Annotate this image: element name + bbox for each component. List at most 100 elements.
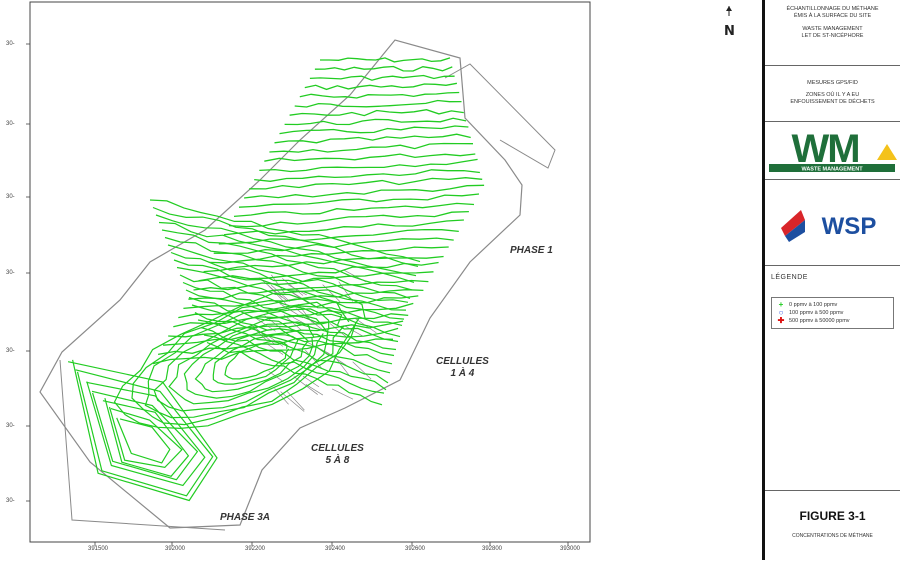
map-panel: 30- 30- 30- 30- 30- 30- 30- 391500 39200…: [6, 1, 591, 552]
contour-line: [185, 289, 397, 351]
contour-line: [173, 259, 405, 320]
contour-line: [203, 334, 385, 394]
contour-line: [259, 158, 478, 173]
figure-number: FIGURE 3-1: [799, 509, 866, 523]
contour-line: [176, 266, 403, 326]
y-tick-marks: [26, 43, 30, 502]
contour-line: [294, 99, 462, 108]
survey-track: [264, 315, 284, 331]
phase-3a-label: PHASE 3A: [220, 512, 271, 523]
cellules-5-8-label: CELLULES 5 À 8: [311, 443, 364, 467]
contour-loop: [113, 289, 366, 430]
y-tick-label: 30-: [6, 348, 15, 354]
contour-line: [197, 319, 389, 384]
wm-logo-accent: [877, 144, 897, 160]
contour-line: [299, 91, 460, 99]
contour-line: [269, 142, 474, 153]
contour-line: [274, 133, 471, 144]
x-tick-label: 392400: [325, 546, 346, 552]
wsp-logo-section: WSP: [765, 180, 900, 266]
x-tick-label: 392000: [165, 546, 186, 552]
contour-line: [193, 271, 434, 291]
survey-track: [280, 391, 305, 412]
contour-loop: [102, 397, 190, 477]
figure-section: FIGURE 3-1 CONCENTRATIONS DE MÉTHANE: [765, 490, 900, 561]
header-line-4: LET DE ST-NICÉPHORE: [801, 33, 864, 39]
contour-loop: [116, 417, 171, 464]
contour-line: [279, 125, 469, 135]
contour-loop: [212, 333, 299, 385]
legend-section: LÉGENDE + 0 ppmv à 100 ppmv ○ 100 ppmv à…: [765, 266, 900, 356]
map-frame: [29, 1, 591, 543]
wsp-logo-mark: [781, 210, 805, 236]
contour-line: [152, 338, 394, 365]
y-tick-label: 30-: [6, 41, 15, 47]
title-block-header: ÉCHANTILLONNAGE DU MÉTHANE ÉMIS À LA SUR…: [765, 0, 900, 66]
contour-line: [155, 214, 417, 277]
contour-line: [152, 206, 419, 267]
contour-line: [200, 326, 387, 391]
survey-track: [345, 325, 364, 337]
header-line-1: ÉCHANTILLONNAGE DU MÉTHANE: [786, 6, 879, 12]
legend-item-label: 500 ppmv à 50000 ppmv: [789, 318, 850, 324]
contour-loop: [67, 359, 218, 502]
contour-line: [223, 219, 464, 236]
y-tick-label: 30-: [6, 194, 15, 200]
survey-track: [271, 289, 289, 302]
wm-logo-bar: [769, 164, 895, 172]
contour-line: [213, 237, 454, 255]
contour-loop: [224, 340, 290, 380]
legend-item: ○ 100 ppmv à 500 ppmv: [776, 309, 889, 317]
x-tick-label: 392200: [245, 546, 266, 552]
contour-line: [198, 261, 439, 282]
survey-track: [286, 390, 305, 411]
wsp-logo-text: WSP: [822, 213, 877, 240]
access-road: [444, 63, 556, 169]
header-line-2: ÉMIS À LA SURFACE DU SITE: [793, 13, 872, 19]
north-arrow-icon: N: [722, 6, 736, 39]
x-tick-marks: [94, 542, 569, 546]
contour-line: [228, 210, 469, 228]
contour-line: [149, 199, 421, 263]
cellules-1-4-label: CELLULES 1 À 4: [436, 356, 489, 380]
contour-line: [191, 304, 393, 365]
site-perimeter-road: [39, 39, 523, 529]
contour-line: [208, 246, 449, 264]
contour-line: [188, 296, 395, 357]
contour-line: [249, 177, 483, 190]
contour-line: [264, 153, 476, 162]
cellules-1-4-line2: 1 À 4: [450, 368, 475, 379]
wm-logo-subtext: WASTE MANAGEMENT: [801, 167, 863, 173]
red-cross-icon: ✚: [777, 316, 785, 325]
legend-item: + 0 ppmv à 100 ppmv: [776, 301, 889, 309]
cellules-5-8-line1: CELLULES: [311, 443, 364, 454]
contour-line: [309, 74, 455, 81]
survey-track: [267, 343, 284, 355]
wsp-logo-mark-blue: [785, 220, 805, 242]
measures-line-2: ZONES OÙ IL Y A EU: [805, 92, 860, 98]
wm-logo-text: WM: [791, 127, 858, 171]
contour-loop: [91, 390, 199, 481]
legend-box: + 0 ppmv à 100 ppmv ○ 100 ppmv à 500 ppm…: [771, 297, 894, 329]
y-tick-label: 30-: [6, 423, 15, 429]
site-map: [26, 1, 591, 546]
contour-line: [254, 169, 480, 182]
figure-caption: CONCENTRATIONS DE MÉTHANE: [792, 533, 873, 539]
contour-loop: [75, 369, 214, 497]
survey-track: [305, 384, 324, 396]
measures-line-3: ENFOUISSEMENT DE DÉCHETS: [790, 99, 875, 105]
phase-1-label: PHASE 1: [510, 245, 553, 256]
contour-line: [320, 57, 451, 63]
green-cross-icon: +: [778, 300, 784, 309]
legend-item-label: 0 ppmv à 100 ppmv: [789, 302, 838, 308]
x-tick-label: 393000: [560, 546, 581, 552]
header-line-3: WASTE MANAGEMENT: [802, 26, 863, 32]
contour-loop: [86, 381, 206, 487]
y-tick-label: 30-: [6, 270, 15, 276]
y-tick-label: 30-: [6, 498, 15, 504]
legend-item-label: 100 ppmv à 500 ppmv: [789, 310, 844, 316]
survey-track: [274, 388, 289, 405]
contour-loop: [108, 406, 183, 469]
contour-line: [188, 279, 429, 300]
cellules-1-4-line1: CELLULES: [436, 356, 489, 367]
